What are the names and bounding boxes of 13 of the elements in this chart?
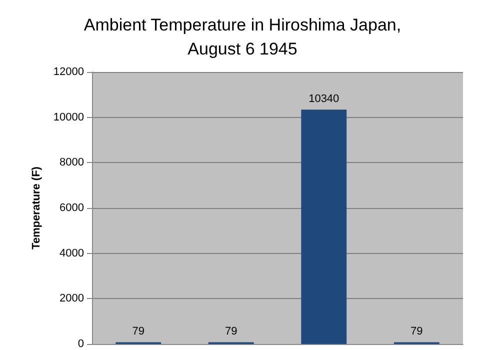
y-tick-label: 8000 bbox=[60, 156, 84, 169]
y-axis-title: Temperature (F) bbox=[30, 166, 42, 250]
chart-title: Ambient Temperature in Hiroshima Japan, August 6 1945 bbox=[84, 16, 402, 58]
y-tick-label: 4000 bbox=[60, 247, 84, 260]
y-tick-label: 2000 bbox=[60, 292, 84, 305]
data-label: 79 bbox=[225, 326, 238, 338]
data-label: 10340 bbox=[308, 93, 340, 106]
data-label: 79 bbox=[132, 326, 144, 338]
y-tick-label: 0 bbox=[78, 338, 84, 350]
y-tick-label: 6000 bbox=[60, 202, 84, 214]
data-label: 79 bbox=[410, 326, 423, 338]
y-tick-label: 10000 bbox=[53, 111, 84, 124]
y-tick-label: 12000 bbox=[53, 66, 84, 78]
